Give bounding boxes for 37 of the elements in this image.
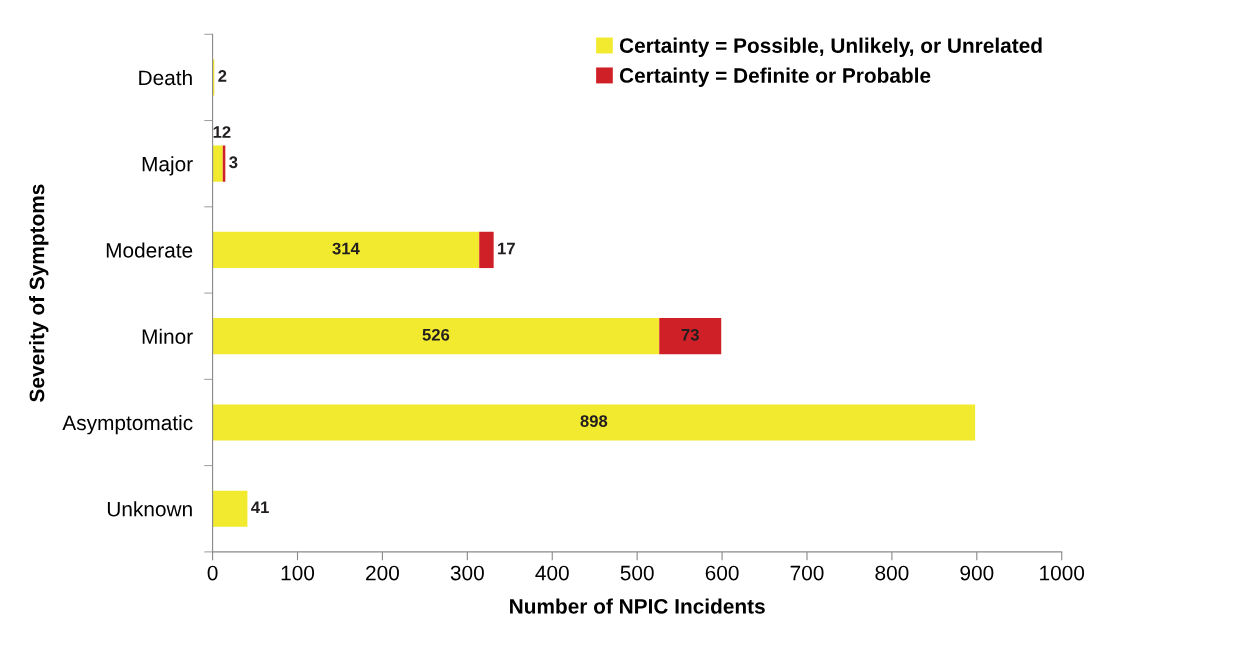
bar (479, 231, 494, 269)
data-label: 41 (251, 501, 269, 514)
x-axis-title: Number of NPIC Incidents (510, 598, 765, 614)
x-tick-label: 700 (790, 565, 824, 581)
x-tick-label: 900 (960, 565, 994, 581)
bar (212, 404, 976, 441)
data-label: 3 (229, 156, 238, 169)
x-tick-label: 600 (705, 565, 739, 581)
x-tick-label: 1000 (1040, 565, 1085, 581)
x-tick-label: 200 (366, 565, 399, 581)
data-label: 314 (332, 242, 360, 255)
data-label: 12 (213, 126, 231, 138)
x-tick-label: 0 (207, 565, 218, 581)
data-label: 526 (422, 328, 450, 341)
data-label: 17 (498, 242, 515, 255)
legend-label: Certainty = Possible, Unlikely, or Unrelated (619, 37, 1042, 58)
y-axis-title: Severity of Symptoms (29, 184, 49, 402)
y-tick-label: Major (142, 156, 193, 176)
data-label: 898 (580, 415, 608, 427)
x-tick-label: 800 (875, 565, 909, 581)
data-label: 73 (681, 328, 699, 341)
bar (212, 490, 248, 527)
y-tick-label: Moderate (106, 242, 193, 258)
bar (659, 318, 722, 355)
x-tick-label: 100 (281, 565, 315, 581)
legend-label: Certainty = Definite or Probable (619, 67, 931, 87)
y-tick-label: Death (139, 69, 192, 86)
x-tick-label: 400 (535, 565, 569, 581)
y-tick-label: Unknown (107, 501, 192, 517)
x-tick-label: 300 (450, 565, 484, 581)
y-tick-label: Minor (142, 328, 193, 344)
bar (212, 145, 223, 182)
bar (212, 318, 660, 355)
x-tick-label: 500 (620, 565, 654, 581)
data-label: 2 (218, 70, 227, 82)
y-tick-label: Asymptomatic (62, 414, 193, 435)
bar (212, 231, 480, 269)
